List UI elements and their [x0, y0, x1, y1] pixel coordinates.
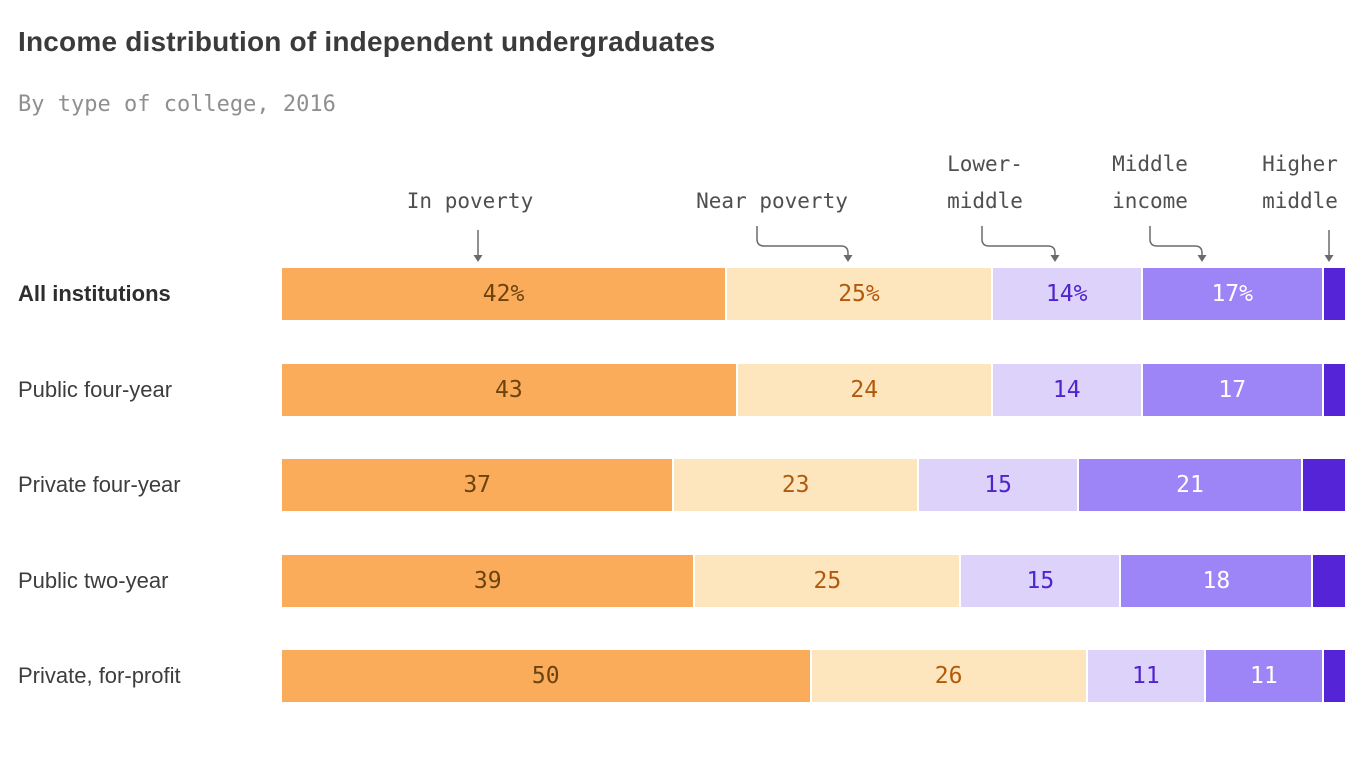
series-annotation-layer: In poverty Near poverty Lower-middle Middle… — [0, 148, 1366, 268]
bar-segment: 17 — [1142, 364, 1322, 416]
bar-segment: 18 — [1121, 555, 1312, 607]
row-label: Private four-year — [18, 472, 181, 497]
arrowhead-icon — [473, 255, 483, 262]
chart-row: All institutions 42% 25% 14% 17% — [0, 268, 1366, 320]
series-label: Higher middle — [1262, 146, 1338, 220]
series-label: Near poverty — [696, 183, 848, 220]
row-label: Public two-year — [18, 568, 169, 593]
bar-segment: 50 — [282, 650, 810, 702]
annotation-arrow — [981, 226, 1056, 256]
bar-segment: 39 — [282, 555, 694, 607]
arrowhead-icon — [1050, 255, 1060, 262]
series-label-line: Near poverty — [696, 189, 848, 213]
bar-track: 43 24 14 17 — [282, 364, 1345, 416]
row-label: All institutions — [18, 281, 171, 306]
arrowhead-icon — [1324, 255, 1334, 262]
arrowhead-icon — [1197, 255, 1207, 262]
bar-segment — [1302, 459, 1345, 511]
bar-track: 37 23 15 21 — [282, 459, 1345, 511]
bar-segment: 15 — [919, 459, 1078, 511]
bar-track: 39 25 15 18 — [282, 555, 1346, 607]
bar-segment: 11 — [1205, 650, 1322, 702]
bar-segment: 42% — [282, 268, 726, 320]
chart-row: Private four-year 37 23 15 21 — [0, 459, 1366, 511]
chart-row: Public two-year 39 25 15 18 — [0, 555, 1366, 607]
bar-segment: 43 — [282, 364, 736, 416]
annotation-arrow — [1149, 226, 1203, 256]
series-label-line: In poverty — [406, 189, 534, 213]
bar-segment: 37 — [282, 459, 673, 511]
bar-segment: 14% — [992, 268, 1141, 320]
series-label: Lower-middle — [947, 146, 1023, 220]
series-label-line: middle — [947, 189, 1023, 213]
chart-row: Public four-year 43 24 14 17 — [0, 364, 1366, 416]
row-label: Public four-year — [18, 377, 173, 402]
annotation-arrow — [756, 226, 849, 256]
chart-row: Private, for-profit 50 26 11 11 — [0, 650, 1366, 702]
bar-segment: 25 — [695, 555, 960, 607]
bar-track: 50 26 11 11 — [282, 650, 1345, 702]
series-label-line: middle — [1262, 189, 1338, 213]
bar-segment: 24 — [737, 364, 991, 416]
series-label-line: Middle — [1112, 152, 1188, 176]
series-label: Middle income — [1112, 146, 1188, 220]
bar-segment: 14 — [992, 364, 1141, 416]
bar-segment: 11 — [1087, 650, 1204, 702]
series-label-line: Higher — [1262, 152, 1338, 176]
bar-segment — [1323, 364, 1345, 416]
chart-subtitle: By type of college, 2016 — [18, 92, 336, 117]
bar-segment: 15 — [961, 555, 1120, 607]
bar-segment: 23 — [674, 459, 917, 511]
arrowhead-icon — [843, 255, 853, 262]
annotation-arrows — [473, 226, 1334, 262]
bar-segment: 17% — [1142, 268, 1322, 320]
row-label: Private, for-profit — [18, 663, 181, 688]
chart-title: Income distribution of independent under… — [18, 26, 716, 57]
bar-segment: 26 — [811, 650, 1086, 702]
bar-segment — [1323, 650, 1345, 702]
bar-segment — [1323, 268, 1345, 320]
bar-segment: 25% — [727, 268, 991, 320]
bar-segment: 21 — [1079, 459, 1301, 511]
bar-segment — [1313, 555, 1346, 607]
bar-track: 42% 25% 14% 17% — [282, 268, 1345, 320]
series-label-line: Lower- — [947, 152, 1023, 176]
series-label-line: income — [1112, 189, 1188, 213]
series-label: In poverty — [407, 183, 533, 220]
